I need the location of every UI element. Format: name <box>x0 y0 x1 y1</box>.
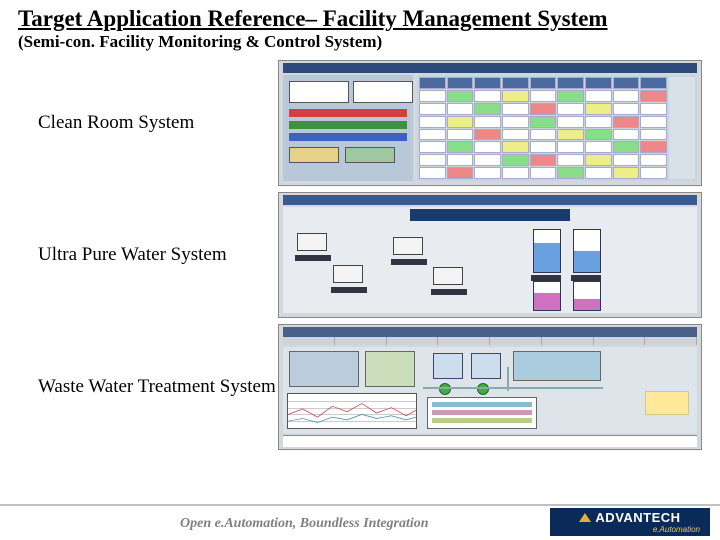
slide-subtitle: (Semi-con. Facility Monitoring & Control… <box>18 32 702 52</box>
brand-triangle-icon <box>579 513 591 522</box>
row-ultra-pure: Ultra Pure Water System <box>18 190 702 320</box>
footer-tagline: Open e.Automation, Boundless Integration <box>180 516 429 532</box>
slide-header: Target Application Reference– Facility M… <box>0 0 720 54</box>
slide-footer: Open e.Automation, Boundless Integration… <box>0 504 720 540</box>
clean-room-grid <box>419 77 667 179</box>
trend-chart <box>287 393 417 429</box>
alert-panel <box>645 391 689 415</box>
screenshot-waste-water <box>278 324 702 450</box>
label-ultra-pure: Ultra Pure Water System <box>18 244 278 266</box>
row-waste-water: Waste Water Treatment System <box>18 322 702 452</box>
row-clean-room: Clean Room System <box>18 58 702 188</box>
screenshot-ultra-pure <box>278 192 702 318</box>
brand-name: ADVANTECH <box>595 510 680 525</box>
slide-title: Target Application Reference– Facility M… <box>18 6 702 32</box>
screenshot-clean-room <box>278 60 702 186</box>
brand-logo: ADVANTECH e.Automation <box>550 508 710 536</box>
brand-subtext: e.Automation <box>653 525 700 534</box>
label-clean-room: Clean Room System <box>18 112 278 134</box>
content-area: Clean Room System <box>0 54 720 452</box>
label-waste-water: Waste Water Treatment System <box>18 376 278 398</box>
